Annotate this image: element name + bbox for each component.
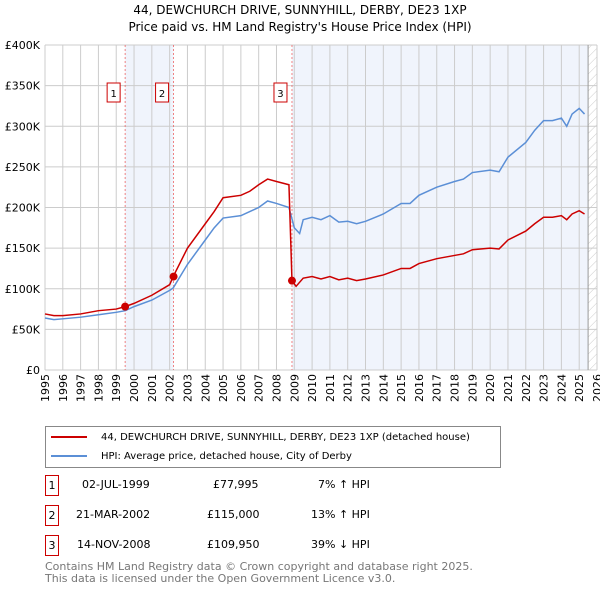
y-tick-label: £100K [5, 283, 41, 296]
sale-hpi-diff: 7% ↑ HPI [318, 478, 370, 491]
price-chart: 1995 1996 1997 1998 1999 2000 2001 2002 2003 2004… [5, 39, 600, 402]
sale-date: 02-JUL-1999 [82, 478, 150, 491]
sale-marker-box [273, 82, 288, 103]
sale-marker-label: 3 [45, 535, 59, 556]
x-tick-label: 2016 [413, 374, 426, 402]
x-tick-label: 2006 [235, 374, 248, 402]
x-tick-label: 2019 [466, 374, 479, 402]
sale-point [287, 276, 296, 285]
sale-hpi-diff: 39% ↓ HPI [311, 538, 370, 551]
x-tick-label: 2011 [324, 374, 337, 402]
y-tick-label: £150K [5, 242, 41, 255]
x-tick-label: 2010 [306, 374, 319, 402]
footer: Contains HM Land Registry data © Crown c… [45, 561, 473, 585]
sale-marker-number: 1 [110, 89, 116, 100]
x-tick-label: 2000 [128, 374, 141, 402]
y-tick-label: £250K [5, 161, 41, 174]
x-tick-label: 2012 [342, 374, 355, 402]
x-tick-label: 2025 [573, 374, 586, 402]
sale-marker-number: 2 [159, 89, 165, 100]
sale-hpi-diff: 13% ↑ HPI [311, 508, 370, 521]
y-tick-label: £200K [5, 202, 41, 215]
x-tick-label: 2004 [199, 374, 212, 402]
y-tick-label: £300K [5, 120, 41, 133]
sale-row: 1 02-JUL-1999 £77,995 7% ↑ HPI [45, 475, 445, 496]
chart-title: 44, DEWCHURCH DRIVE, SUNNYHILL, DERBY, D… [133, 3, 467, 17]
x-tick-label: 2017 [431, 374, 444, 402]
x-tick-label: 2003 [181, 374, 194, 402]
sale-marker-box [106, 82, 121, 103]
legend-label-hpi: HPI: Average price, detached house, City… [101, 450, 352, 462]
x-tick-label: 2001 [146, 374, 159, 402]
x-tick-label: 2026 [591, 374, 600, 402]
chart-subtitle: Price paid vs. HM Land Registry's House … [128, 20, 472, 34]
x-tick-label: 2013 [360, 374, 373, 402]
sale-price: £77,995 [213, 478, 259, 491]
legend-label-property: 44, DEWCHURCH DRIVE, SUNNYHILL, DERBY, D… [101, 431, 470, 443]
x-tick-label: 1995 [39, 374, 52, 402]
footer-licence: This data is licensed under the Open Gov… [45, 572, 396, 585]
y-tick-label: £350K [5, 80, 41, 93]
sale-marker-label: 2 [45, 505, 59, 526]
legend-swatch-hpi [51, 455, 87, 457]
x-tick-label: 2005 [217, 374, 230, 402]
sale-point [121, 302, 130, 311]
x-tick-label: 1998 [92, 374, 105, 402]
legend-swatch-property [51, 436, 87, 438]
sale-marker-number: 3 [277, 89, 283, 100]
sale-date: 21-MAR-2002 [76, 508, 151, 521]
legend: 44, DEWCHURCH DRIVE, SUNNYHILL, DERBY, D… [45, 426, 501, 468]
property-price-line [44, 178, 585, 317]
x-tick-label: 1997 [75, 374, 88, 402]
x-tick-label: 2018 [449, 374, 462, 402]
y-tick-label: £0 [26, 364, 40, 377]
x-tick-label: 2007 [253, 374, 266, 402]
y-tick-label: £50K [12, 323, 41, 336]
x-tick-label: 2023 [538, 374, 551, 402]
x-tick-label: 2024 [555, 374, 568, 402]
x-tick-label: 2009 [288, 374, 301, 402]
sale-row: 2 21-MAR-2002 £115,000 13% ↑ HPI [45, 505, 445, 526]
sale-marker-label: 1 [45, 475, 59, 496]
x-tick-label: 2014 [377, 374, 390, 402]
x-tick-label: 1996 [57, 374, 70, 402]
x-tick-label: 2020 [484, 374, 497, 402]
sale-price: £109,950 [207, 538, 260, 551]
x-tick-label: 2002 [164, 374, 177, 402]
footer-copyright: Contains HM Land Registry data © Crown c… [45, 560, 473, 573]
hpi-line [44, 107, 586, 321]
x-tick-label: 2008 [270, 374, 283, 402]
y-tick-label: £400K [5, 39, 41, 52]
sale-point [169, 272, 178, 281]
x-tick-label: 1999 [110, 374, 123, 402]
sale-row: 3 14-NOV-2008 £109,950 39% ↓ HPI [45, 535, 445, 556]
x-tick-label: 2015 [395, 374, 408, 402]
x-tick-label: 2022 [520, 374, 533, 402]
x-tick-label: 2021 [502, 374, 515, 402]
sale-marker-box [155, 82, 170, 103]
sale-price: £115,000 [207, 508, 260, 521]
sale-date: 14-NOV-2008 [77, 538, 151, 551]
